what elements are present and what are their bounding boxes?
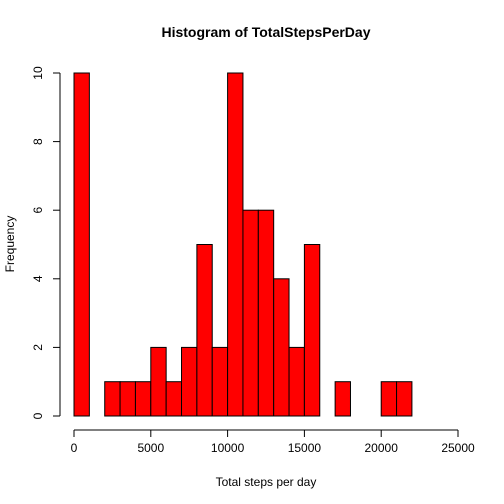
y-axis: 0 2 4 6 8 10 bbox=[31, 66, 61, 419]
histogram-bar bbox=[273, 278, 290, 417]
histogram-bar bbox=[380, 381, 398, 417]
y-axis-label: Frequency bbox=[3, 216, 17, 273]
histogram-bar bbox=[242, 209, 259, 417]
histogram-bar bbox=[73, 72, 90, 417]
histogram-bar bbox=[303, 244, 321, 417]
y-tick-label: 6 bbox=[31, 207, 45, 214]
x-tick-label: 25000 bbox=[441, 441, 475, 455]
x-tick-label: 10000 bbox=[211, 441, 245, 455]
histogram-bar bbox=[134, 381, 152, 417]
y-tick-label: 2 bbox=[31, 344, 45, 351]
y-tick-label: 0 bbox=[31, 412, 45, 419]
y-tick-label: 10 bbox=[31, 66, 45, 80]
histogram-bar bbox=[196, 244, 213, 417]
bars-group bbox=[73, 72, 413, 417]
x-tick-label: 20000 bbox=[365, 441, 399, 455]
histogram-bar bbox=[165, 381, 183, 417]
x-tick-label: 0 bbox=[71, 441, 78, 455]
histogram-bar bbox=[211, 346, 229, 417]
histogram-bar bbox=[396, 381, 413, 417]
histogram-bar bbox=[288, 346, 305, 417]
x-tick-label: 5000 bbox=[137, 441, 164, 455]
chart-title: Histogram of TotalStepsPerDay bbox=[161, 24, 370, 40]
histogram-bar bbox=[104, 381, 121, 417]
y-tick-label: 4 bbox=[31, 275, 45, 282]
histogram-bar bbox=[150, 346, 167, 417]
x-axis: 0 5000 10000 15000 20000 25000 bbox=[71, 429, 475, 455]
histogram-bar bbox=[257, 209, 275, 417]
histogram-bar bbox=[119, 381, 136, 417]
x-axis-label: Total steps per day bbox=[216, 475, 317, 489]
histogram-bar bbox=[227, 72, 244, 417]
x-tick-label: 15000 bbox=[288, 441, 322, 455]
histogram-bar bbox=[334, 381, 351, 417]
y-tick-label: 8 bbox=[31, 138, 45, 145]
histogram-bar bbox=[181, 346, 198, 417]
